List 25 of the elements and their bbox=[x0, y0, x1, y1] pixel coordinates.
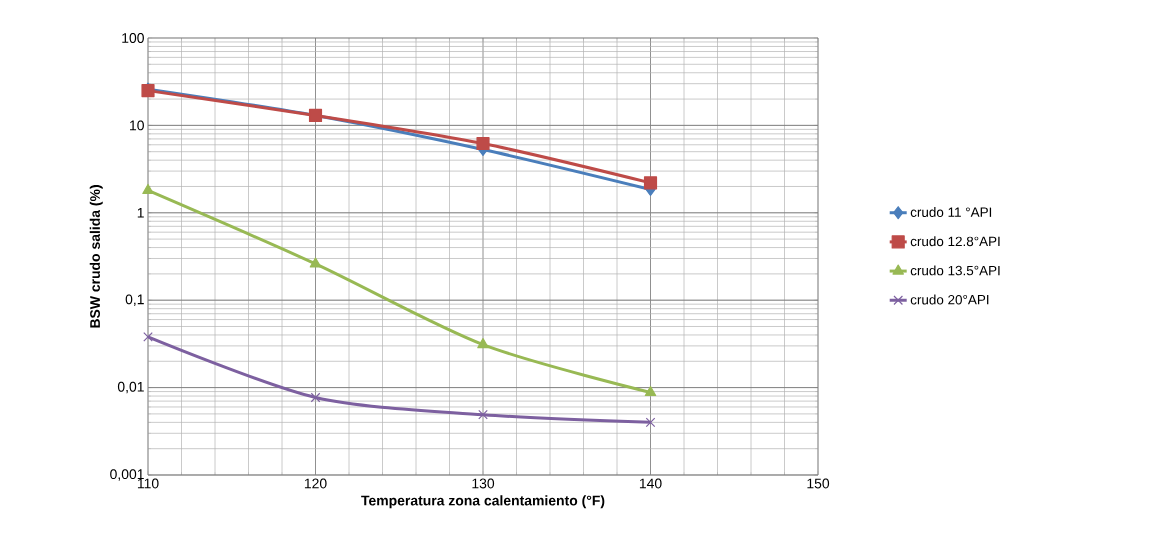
y-tick-label: 1 bbox=[137, 207, 144, 218]
x-tick-label: 140 bbox=[639, 478, 662, 489]
y-tick-label: 0,1 bbox=[125, 294, 144, 306]
legend-label: crudo 12.8°API bbox=[910, 236, 1000, 247]
x-axis-title: Temperatura zona calentamiento (°F) bbox=[361, 495, 605, 509]
point bbox=[143, 332, 153, 342]
point bbox=[310, 392, 321, 403]
legend-label: crudo 13.5°API bbox=[910, 265, 1000, 276]
x-tick-label: 130 bbox=[472, 478, 495, 489]
x-tick-label: 150 bbox=[807, 478, 830, 489]
point bbox=[142, 183, 154, 195]
y-tick-label: 0,01 bbox=[117, 381, 144, 394]
point bbox=[478, 409, 488, 420]
x-tick-label: 120 bbox=[304, 478, 327, 489]
legend-label: crudo 11 °API bbox=[910, 207, 992, 217]
y-axis-title: BSW crudo salida (%) bbox=[89, 185, 103, 328]
y-tick-label: 100 bbox=[122, 33, 144, 43]
point bbox=[645, 417, 656, 428]
point bbox=[309, 257, 322, 268]
point bbox=[476, 136, 490, 151]
y-tick-label: 10 bbox=[130, 120, 144, 131]
point bbox=[477, 338, 489, 349]
point bbox=[644, 385, 657, 397]
legend-label: crudo 20°API bbox=[910, 294, 989, 305]
point bbox=[643, 176, 658, 190]
